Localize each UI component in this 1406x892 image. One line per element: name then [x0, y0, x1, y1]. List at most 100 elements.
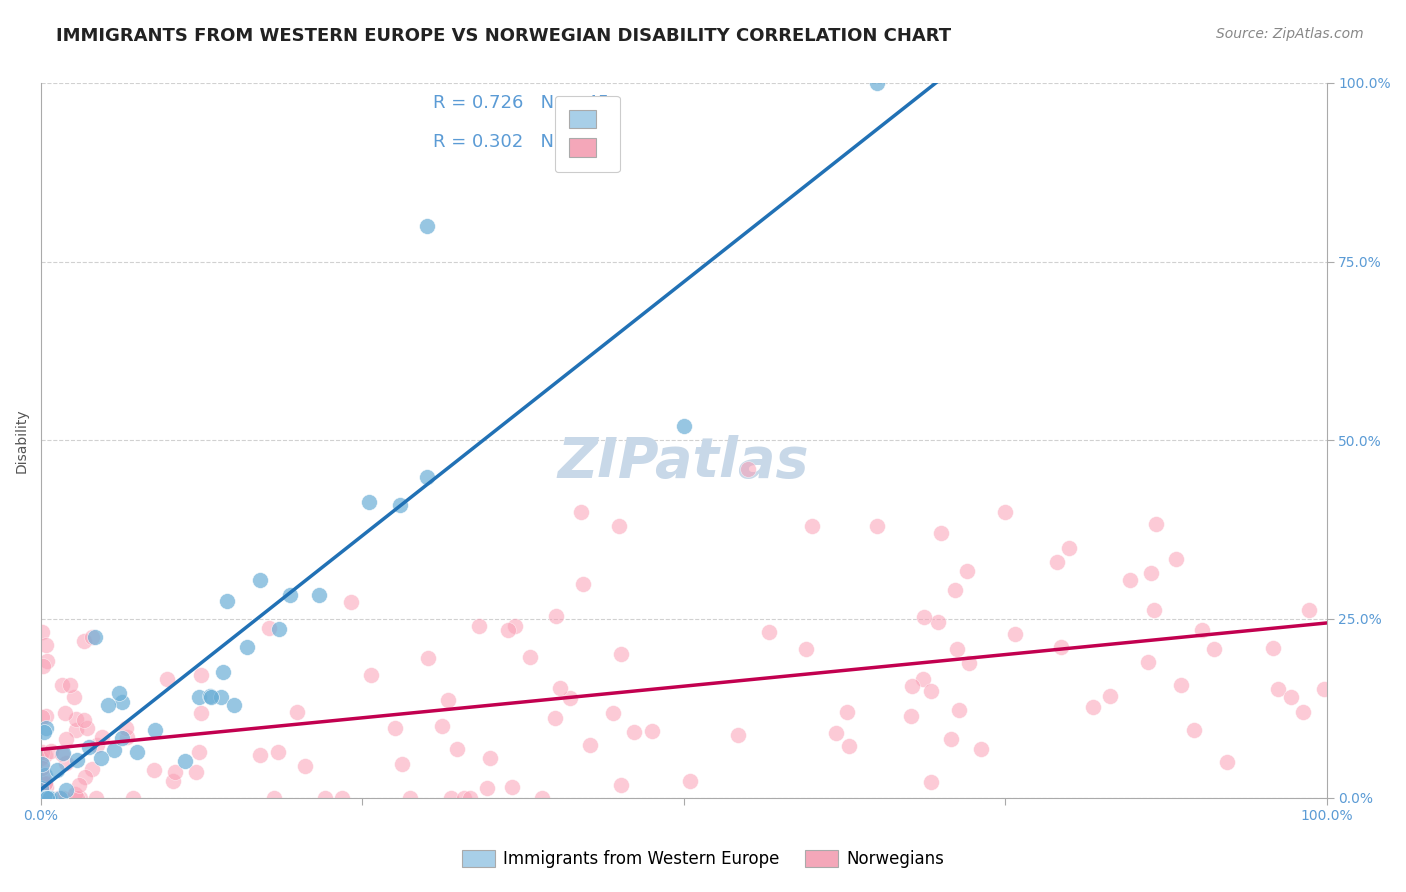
Point — [948, 702, 970, 716]
Point — [32, 659, 55, 673]
Point — [32, 725, 55, 739]
Point — [114, 721, 136, 735]
Point — [865, 519, 887, 533]
Point — [103, 743, 125, 757]
Point — [173, 754, 195, 768]
Point — [1182, 723, 1205, 737]
Point — [1164, 551, 1187, 566]
Point — [162, 774, 184, 789]
Point — [825, 725, 848, 739]
Point — [165, 764, 187, 779]
Point — [35, 790, 58, 805]
Point — [86, 738, 108, 752]
Point — [76, 721, 98, 735]
Point — [187, 746, 209, 760]
Point — [34, 790, 56, 805]
Point — [55, 782, 77, 797]
Point — [579, 738, 602, 752]
Point — [865, 76, 887, 90]
Point — [900, 708, 922, 723]
Point — [1143, 603, 1166, 617]
Point — [340, 595, 363, 609]
Point — [1267, 682, 1289, 697]
Point — [927, 615, 949, 629]
Point — [446, 742, 468, 756]
Point — [544, 711, 567, 725]
Point — [66, 753, 89, 767]
Point — [1046, 555, 1069, 569]
Point — [609, 778, 631, 792]
Point — [610, 647, 633, 661]
Point — [1191, 624, 1213, 638]
Point — [249, 574, 271, 588]
Legend: , : , — [555, 95, 620, 172]
Point — [640, 723, 662, 738]
Point — [190, 668, 212, 682]
Point — [957, 656, 980, 670]
Point — [31, 761, 53, 775]
Point — [415, 470, 437, 484]
Point — [391, 757, 413, 772]
Point — [453, 790, 475, 805]
Point — [531, 790, 554, 805]
Point — [35, 790, 58, 805]
Point — [468, 619, 491, 633]
Point — [945, 642, 967, 657]
Point — [478, 750, 501, 764]
Point — [46, 790, 69, 805]
Point — [920, 774, 942, 789]
Point — [259, 622, 281, 636]
Point — [1170, 677, 1192, 691]
Point — [263, 790, 285, 805]
Point — [1204, 642, 1226, 657]
Point — [52, 790, 75, 805]
Point — [569, 505, 592, 519]
Point — [994, 505, 1017, 519]
Point — [209, 690, 232, 705]
Point — [460, 790, 482, 805]
Point — [901, 679, 924, 693]
Point — [31, 768, 53, 782]
Point — [835, 706, 858, 720]
Point — [34, 639, 56, 653]
Legend: Immigrants from Western Europe, Norwegians: Immigrants from Western Europe, Norwegia… — [456, 843, 950, 875]
Y-axis label: Disability: Disability — [15, 408, 30, 473]
Point — [758, 624, 780, 639]
Point — [939, 731, 962, 746]
Point — [31, 625, 53, 640]
Point — [623, 725, 645, 739]
Point — [51, 747, 73, 762]
Point — [560, 691, 582, 706]
Point — [111, 695, 134, 709]
Point — [30, 751, 52, 765]
Point — [127, 745, 149, 759]
Point — [249, 747, 271, 762]
Point — [38, 790, 60, 805]
Point — [389, 498, 412, 512]
Point — [73, 633, 96, 648]
Point — [37, 790, 59, 805]
Point — [436, 693, 458, 707]
Point — [35, 708, 58, 723]
Point — [920, 684, 942, 698]
Point — [80, 762, 103, 776]
Point — [73, 770, 96, 784]
Point — [39, 790, 62, 805]
Point — [52, 746, 75, 760]
Point — [1281, 690, 1303, 705]
Point — [222, 698, 245, 713]
Point — [111, 731, 134, 745]
Point — [51, 678, 73, 692]
Point — [190, 706, 212, 720]
Point — [475, 780, 498, 795]
Point — [679, 773, 702, 788]
Point — [330, 790, 353, 805]
Point — [84, 790, 107, 805]
Point — [69, 778, 91, 792]
Point — [46, 763, 69, 777]
Point — [65, 723, 87, 737]
Point — [572, 576, 595, 591]
Point — [1291, 706, 1313, 720]
Point — [384, 721, 406, 735]
Point — [31, 710, 53, 724]
